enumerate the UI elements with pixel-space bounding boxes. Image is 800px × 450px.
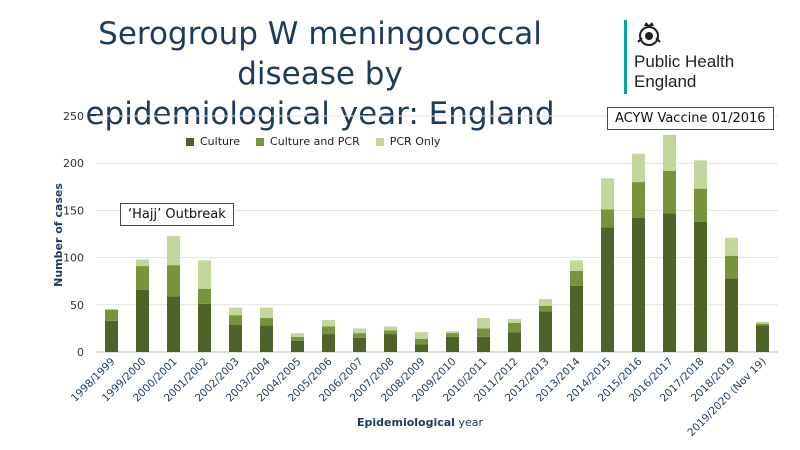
bar-culture-and-pcr xyxy=(167,265,180,297)
y-tick-label: 50 xyxy=(70,299,84,312)
bar-pcr-only xyxy=(446,331,459,334)
bar-culture xyxy=(477,336,490,352)
legend-swatch xyxy=(186,137,194,146)
bar-culture xyxy=(291,340,304,352)
y-tick-label: 200 xyxy=(63,157,84,170)
bar-culture-and-pcr xyxy=(136,266,149,290)
bar-culture-and-pcr xyxy=(632,182,645,218)
bar-pcr-only xyxy=(260,307,273,319)
logo-line-2: England xyxy=(634,72,697,91)
x-axis-label-bold: Epidemiological xyxy=(356,416,455,429)
x-axis-label: Epidemiological year xyxy=(300,416,540,429)
x-axis-label-rest: year xyxy=(458,416,483,429)
bar-culture-and-pcr xyxy=(198,288,211,304)
bar-pcr-only xyxy=(167,235,180,266)
bar-culture xyxy=(632,217,645,352)
y-tick-label: 100 xyxy=(63,252,84,265)
bar-pcr-only xyxy=(353,328,366,334)
bar-culture xyxy=(384,334,397,352)
bar-pcr-only xyxy=(632,153,645,183)
bar-culture xyxy=(756,325,769,352)
y-tick-label: 250 xyxy=(63,110,84,123)
bar-culture-and-pcr xyxy=(384,330,397,335)
phe-logo: Public Health England xyxy=(624,18,794,98)
hajj-outbreak-annotation: ‘Hajj’ Outbreak xyxy=(120,203,234,226)
bar-culture-and-pcr xyxy=(322,326,335,335)
bar-pcr-only xyxy=(322,319,335,327)
bar-culture xyxy=(353,337,366,352)
bar-culture xyxy=(446,336,459,352)
logo-line-1: Public Health xyxy=(634,52,735,71)
logo-text: Public Health England xyxy=(634,52,734,92)
bar-culture-and-pcr xyxy=(539,305,552,312)
bar-pcr-only xyxy=(725,237,738,256)
bar-culture xyxy=(539,311,552,352)
bar-culture-and-pcr xyxy=(415,338,428,345)
bar-culture xyxy=(229,324,242,352)
bar-culture-and-pcr xyxy=(725,255,738,279)
bar-pcr-only xyxy=(477,318,490,329)
vaccine-annotation: ACYW Vaccine 01/2016 xyxy=(607,107,774,130)
bar-pcr-only xyxy=(663,134,676,171)
bar-culture xyxy=(167,296,180,352)
bar-pcr-only xyxy=(694,160,707,189)
bar-culture-and-pcr xyxy=(105,309,118,321)
bar-pcr-only xyxy=(756,321,769,324)
bar-culture-and-pcr xyxy=(663,170,676,214)
legend-swatch xyxy=(375,137,384,146)
logo-accent-bar xyxy=(624,20,627,94)
bar-culture-and-pcr xyxy=(353,333,366,338)
bar-pcr-only xyxy=(508,318,521,323)
bar-pcr-only xyxy=(601,178,614,210)
bar-culture xyxy=(415,344,428,352)
bar-culture-and-pcr xyxy=(756,323,769,326)
chart-title: Serogroup W meningococcal disease by epi… xyxy=(40,14,600,134)
bar-culture xyxy=(136,289,149,352)
title-line-2: epidemiological year: England xyxy=(85,96,555,132)
legend-label: PCR Only xyxy=(389,135,441,148)
bar-culture xyxy=(663,213,676,352)
bar-pcr-only xyxy=(136,259,149,267)
legend-item-culture: Culture xyxy=(186,135,240,148)
legend-item-culture-pcr: Culture and PCR xyxy=(256,135,360,148)
y-axis-ticks: 0 50 100 150 200 250 xyxy=(63,110,84,359)
bar-culture-and-pcr xyxy=(229,315,242,325)
bar-culture-and-pcr xyxy=(601,209,614,228)
bar-culture-and-pcr xyxy=(291,336,304,341)
bar-culture-and-pcr xyxy=(694,188,707,222)
bar-pcr-only xyxy=(415,332,428,339)
bar-culture xyxy=(105,320,118,352)
y-tick-label: 150 xyxy=(63,204,84,217)
bar-culture-and-pcr xyxy=(260,318,273,326)
bar-culture xyxy=(570,285,583,352)
bar-culture-and-pcr xyxy=(477,328,490,337)
bar-culture xyxy=(601,227,614,352)
bar-pcr-only xyxy=(384,326,397,331)
legend-label: Culture xyxy=(200,135,241,148)
bar-culture xyxy=(508,332,521,352)
bar-culture xyxy=(260,325,273,352)
bar-pcr-only xyxy=(539,299,552,306)
title-line-1: Serogroup W meningococcal disease by xyxy=(98,16,542,92)
bar-pcr-only xyxy=(291,333,304,337)
y-axis-label: Number of cases xyxy=(52,183,65,287)
bar-culture-and-pcr xyxy=(446,333,459,337)
royal-crest-icon xyxy=(637,22,661,46)
bar-pcr-only xyxy=(229,307,242,316)
bar-pcr-only xyxy=(198,260,211,289)
bar-culture-and-pcr xyxy=(570,270,583,286)
bar-culture xyxy=(322,334,335,352)
bar-culture-and-pcr xyxy=(508,322,521,333)
bar-pcr-only xyxy=(570,260,583,271)
legend-item-pcr-only: PCR Only xyxy=(375,135,441,148)
legend-swatch xyxy=(256,137,265,146)
legend: Culture Culture and PCR PCR Only xyxy=(186,135,440,148)
bar-culture xyxy=(725,278,738,352)
y-tick-label: 0 xyxy=(77,346,84,359)
legend-label: Culture and PCR xyxy=(270,135,360,148)
bars xyxy=(105,134,769,352)
bar-culture xyxy=(198,303,211,352)
bar-culture xyxy=(694,221,707,352)
